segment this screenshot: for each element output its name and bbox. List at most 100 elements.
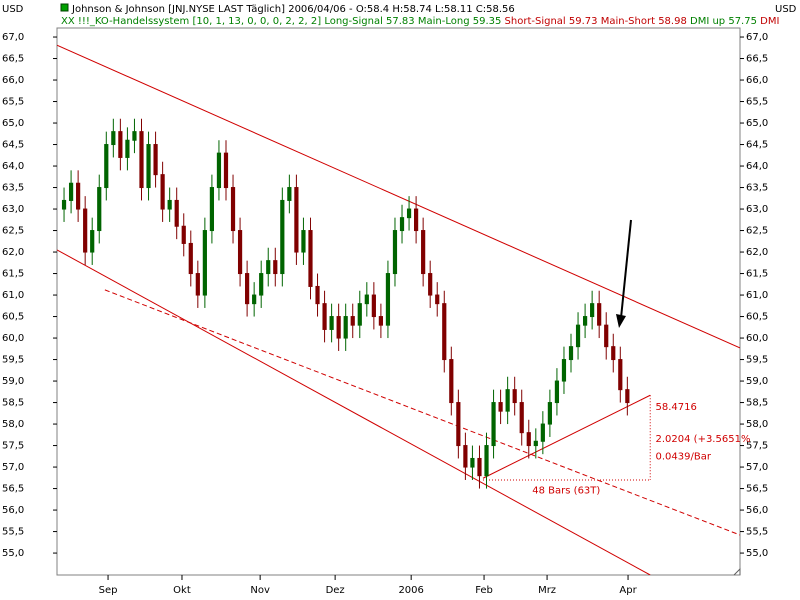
candle-body — [597, 303, 602, 326]
candle-body — [216, 152, 222, 189]
y-tick-label-right: 63,0 — [746, 204, 768, 215]
candle-body — [280, 199, 285, 275]
candle-body — [245, 273, 250, 305]
candle-body — [512, 389, 517, 404]
candle-body — [463, 445, 468, 468]
y-tick-label-left: 65,5 — [2, 97, 24, 108]
y-tick-label-left: 55,0 — [2, 548, 24, 559]
indicator-item: DMI — [760, 16, 779, 27]
y-tick-label-right: 64,0 — [746, 161, 768, 172]
y-tick-label-left: 58,5 — [2, 398, 24, 409]
currency-right: USD — [775, 4, 797, 15]
candle-body — [526, 432, 531, 447]
y-tick-label-right: 62,5 — [746, 226, 768, 237]
y-tick-label-right: 65,0 — [746, 118, 768, 129]
y-tick-label-right: 55,5 — [746, 527, 768, 538]
candle-body — [371, 294, 376, 318]
y-tick-label-left: 55,5 — [2, 527, 24, 538]
x-tick-label: Mrz — [538, 585, 556, 596]
y-tick-label-right: 58,0 — [746, 419, 768, 430]
candle-body — [575, 324, 581, 348]
trendline — [57, 44, 740, 349]
annotation: 48 Bars (63T) — [532, 486, 600, 497]
candle-body — [308, 230, 313, 287]
x-tick-label: Feb — [475, 585, 493, 596]
candle-body — [406, 208, 412, 219]
candle-body — [230, 187, 236, 232]
candle-body — [498, 402, 503, 412]
indicator-line: XX !!!_KO-Handelssystem [10, 1, 13, 0, 0… — [61, 16, 779, 27]
candle-body — [421, 230, 426, 275]
candle-body — [146, 144, 151, 189]
indicator-item: Main-Long 59.35 — [418, 16, 502, 27]
candle-body — [484, 445, 489, 477]
candle-body — [547, 402, 552, 425]
annotation: 0.0439/Bar — [656, 451, 712, 462]
y-tick-label-right: 57,5 — [746, 441, 768, 452]
y-tick-label-left: 63,5 — [2, 183, 24, 194]
candle-body — [343, 316, 348, 339]
candle-body — [125, 139, 130, 158]
y-tick-label-right: 57,0 — [746, 462, 768, 473]
x-tick-label: Sep — [99, 585, 118, 596]
y-tick-label-left: 59,5 — [2, 355, 24, 366]
y-tick-label-right: 61,0 — [746, 290, 768, 301]
candle-body — [273, 260, 278, 275]
candle-body — [435, 294, 440, 305]
candle-body — [97, 187, 102, 232]
legend-icon — [60, 3, 69, 12]
candle-body — [611, 346, 616, 361]
y-tick-label-left: 60,0 — [2, 333, 24, 344]
candle-body — [259, 273, 264, 296]
candle-body — [139, 131, 144, 189]
y-tick-label-right: 67,0 — [746, 32, 768, 43]
y-tick-label-left: 64,0 — [2, 161, 24, 172]
candle-body — [568, 346, 574, 361]
annotation: 2.0204 (+3.5651% — [656, 434, 751, 445]
candle-body — [625, 389, 630, 404]
candle-body — [61, 199, 67, 210]
y-tick-label-right: 61,5 — [746, 269, 768, 280]
candle-body — [385, 273, 391, 326]
y-tick-label-left: 56,5 — [2, 484, 24, 495]
trendline — [482, 394, 651, 479]
candle-body — [90, 230, 95, 253]
indicator-item: DMI up 57.75 — [690, 16, 757, 27]
candle-body — [83, 208, 88, 253]
candle-body — [561, 359, 567, 382]
y-tick-label-left: 64,5 — [2, 140, 24, 151]
x-tick-label: Apr — [619, 585, 637, 596]
x-tick-label: Nov — [250, 585, 270, 596]
trendline — [104, 289, 740, 536]
candle-body — [181, 225, 186, 244]
candle-body — [223, 152, 229, 189]
candle-body — [195, 273, 200, 296]
resize-grip — [733, 567, 741, 576]
x-tick-label: 2006 — [398, 585, 423, 596]
y-tick-label-right: 60,0 — [746, 333, 768, 344]
candle-body — [392, 230, 398, 275]
y-tick-label-left: 63,0 — [2, 204, 24, 215]
y-tick-label-left: 67,0 — [2, 32, 24, 43]
candle-body — [336, 316, 341, 339]
y-tick-label-left: 61,5 — [2, 269, 24, 280]
candle-body — [76, 182, 81, 210]
y-tick-label-left: 59,0 — [2, 376, 24, 387]
candle-body — [491, 402, 496, 447]
y-tick-label-right: 65,5 — [746, 97, 768, 108]
y-tick-label-right: 66,5 — [746, 54, 768, 65]
y-tick-label-left: 61,0 — [2, 290, 24, 301]
candle-body — [329, 316, 334, 330]
candle-body — [477, 457, 482, 477]
y-tick-label-left: 66,5 — [2, 54, 24, 65]
y-tick-label-right: 56,0 — [746, 505, 768, 516]
candle-body — [202, 230, 207, 296]
candle-body — [294, 187, 299, 253]
candle-body — [582, 316, 588, 326]
candle-body — [301, 230, 306, 253]
candle-body — [287, 187, 292, 201]
candle-body — [399, 217, 405, 232]
candle-body — [111, 131, 116, 146]
candle-body — [378, 316, 383, 326]
candle-body — [209, 187, 215, 232]
